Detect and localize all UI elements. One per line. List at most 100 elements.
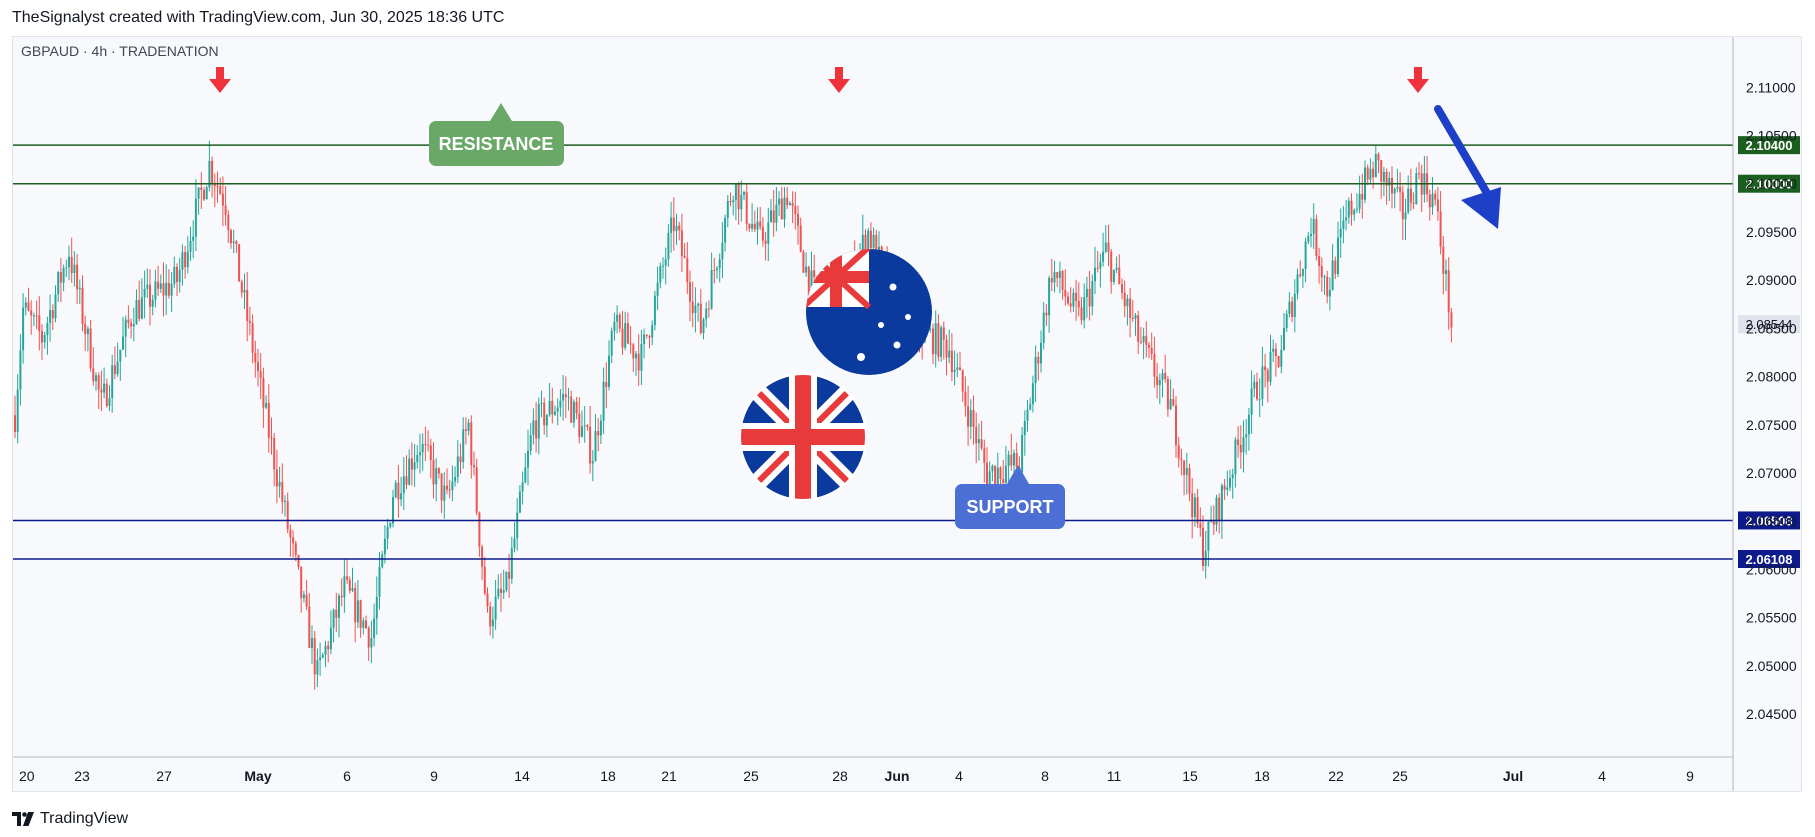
candle-body: [448, 489, 451, 491]
chart-canvas[interactable]: 2.10400 2.10000 2.06508 2.06108 2.08544 GBPA…: [13, 37, 1801, 791]
blue-trend-arrow-icon: [1434, 105, 1501, 229]
candle-body: [605, 381, 608, 387]
candle-body: [872, 234, 875, 248]
candle-body: [667, 232, 670, 260]
candle-body: [197, 187, 200, 199]
candle-body: [937, 323, 940, 357]
candle-body: [189, 240, 192, 252]
candle-body: [1002, 478, 1005, 484]
candle-body: [238, 244, 241, 282]
candle-body: [618, 314, 621, 329]
candle-body: [1269, 351, 1272, 382]
candle-body: [772, 210, 775, 223]
candle-body: [524, 467, 527, 483]
candle-body: [429, 445, 432, 461]
candle-body: [1193, 497, 1196, 518]
candle-body: [502, 590, 505, 593]
candle-body: [1337, 237, 1339, 275]
candle-body: [1431, 193, 1434, 208]
candle-body: [678, 225, 681, 231]
candle-body: [132, 324, 135, 327]
time-tick-label: 9: [430, 768, 438, 784]
candle-body: [608, 355, 610, 387]
price-tick-label: 2.04500: [1746, 706, 1797, 722]
candle-body: [1285, 313, 1288, 329]
candle-body: [1382, 171, 1385, 182]
candle-body: [235, 241, 238, 245]
candle-body: [1415, 173, 1418, 204]
candle-body: [62, 268, 65, 283]
candle-body: [1315, 219, 1318, 257]
candle-body: [14, 415, 16, 433]
candle-body: [1077, 301, 1080, 308]
chart-area[interactable]: 2.10400 2.10000 2.06508 2.06108 2.08544 GBPA…: [12, 36, 1802, 792]
time-tick-label: 25: [1392, 768, 1408, 784]
candle-body: [1291, 301, 1294, 318]
candle-body: [1261, 366, 1264, 400]
price-tick-label: 2.07000: [1746, 465, 1797, 481]
candle-body: [111, 365, 114, 399]
candle-body: [1212, 521, 1215, 525]
candle-body: [1312, 219, 1315, 234]
resistance-lower-price-label: 2.10000: [1746, 177, 1793, 192]
candle-body: [1288, 301, 1291, 314]
candle-body: [562, 394, 565, 401]
candle-body: [1323, 276, 1326, 278]
candle-body: [1377, 154, 1380, 161]
candle-body: [478, 512, 481, 547]
candle-body: [575, 401, 578, 414]
candle-body: [473, 465, 475, 468]
candle-body: [1072, 292, 1075, 307]
candle-body: [1331, 260, 1334, 291]
time-tick-label: 11: [1107, 768, 1122, 784]
candle-body: [683, 256, 686, 259]
candle-body: [205, 187, 208, 200]
candle-body: [456, 456, 459, 477]
time-tick-label: 25: [743, 768, 759, 784]
candle-body: [464, 429, 467, 432]
candle-body: [932, 328, 934, 355]
candle-body: [86, 328, 89, 335]
candle-body: [586, 425, 589, 427]
candle-body: [1199, 523, 1202, 528]
candle-body: [664, 259, 667, 266]
candle-body: [140, 297, 143, 319]
time-tick-label: 8: [1041, 768, 1049, 784]
candle-body: [1210, 521, 1213, 523]
candle-body: [1188, 467, 1191, 494]
time-tick-label: 9: [1686, 768, 1694, 784]
tradingview-brand[interactable]: TradingView: [12, 810, 128, 828]
candle-body: [154, 281, 157, 300]
candle-body: [370, 638, 373, 648]
candle-body: [1445, 270, 1447, 274]
candle-body: [219, 186, 222, 194]
candle-body: [583, 425, 586, 427]
candle-body: [637, 353, 640, 371]
candle-body: [367, 627, 370, 648]
candle-body: [950, 350, 953, 373]
candle-body: [1280, 349, 1283, 367]
candle-body: [518, 491, 521, 513]
time-tick-label: 14: [514, 768, 530, 784]
candle-body: [632, 344, 635, 359]
candle-body: [373, 618, 376, 639]
candle-body: [1366, 167, 1369, 180]
candle-body: [794, 205, 797, 214]
candle-body: [1428, 194, 1431, 208]
candle-body: [527, 450, 529, 468]
candle-body: [1299, 274, 1302, 276]
time-tick-label: May: [244, 768, 271, 784]
candle-body: [1067, 296, 1069, 304]
candle-body: [200, 187, 203, 190]
support-upper-price-tag: [1738, 511, 1800, 530]
candle-body: [764, 240, 767, 244]
candle-body: [240, 281, 243, 293]
candle-body: [243, 289, 246, 293]
candle-body: [556, 407, 559, 412]
candle-body: [1434, 193, 1437, 200]
price-tick-label: 2.09500: [1746, 224, 1797, 240]
candle-body: [945, 339, 948, 358]
candle-body: [551, 400, 554, 415]
candle-body: [1129, 298, 1132, 318]
candle-body: [1450, 312, 1453, 328]
